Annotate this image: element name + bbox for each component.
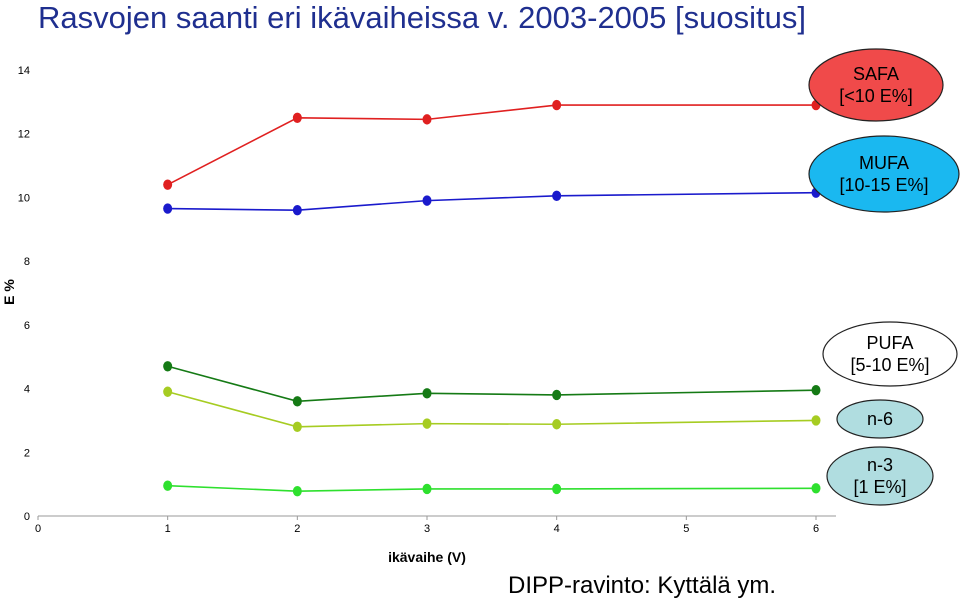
x-tick-label: 0 xyxy=(35,523,41,535)
series-safa xyxy=(163,99,821,190)
series-line xyxy=(167,484,817,492)
y-tick-label: 2 xyxy=(24,447,30,459)
source-note: DIPP-ravinto: Kyttälä ym. xyxy=(508,572,777,599)
data-point xyxy=(163,361,173,372)
data-point xyxy=(422,195,432,206)
data-point xyxy=(292,421,302,432)
callout-oval xyxy=(808,135,960,213)
callout-oval xyxy=(808,48,944,122)
series-pufa xyxy=(163,361,821,407)
callout-oval xyxy=(836,399,924,439)
data-point xyxy=(811,415,821,426)
axes xyxy=(37,515,836,520)
y-tick-label: 14 xyxy=(18,65,30,77)
data-point xyxy=(552,99,562,111)
data-point xyxy=(811,483,821,494)
callout-label: n-3 xyxy=(867,455,893,475)
callouts-group: SAFA[<10 E%] MUFA[10-15 E%] PUFA[5-10 E%] n… xyxy=(808,48,960,506)
data-point xyxy=(292,204,302,216)
callout-pufa: PUFA[5-10 E%] xyxy=(822,321,958,387)
chart-title: Rasvojen saanti eri ikävaiheissa v. 2003… xyxy=(38,0,806,35)
series-line xyxy=(167,390,817,428)
data-point xyxy=(292,112,302,123)
x-tick-label: 5 xyxy=(683,523,689,535)
data-point xyxy=(422,483,432,495)
series-n-6 xyxy=(163,386,821,432)
callout-label: n-6 xyxy=(867,409,893,429)
y-tick-label: 10 xyxy=(18,192,30,204)
data-point xyxy=(163,179,173,190)
series-mufa xyxy=(163,187,821,216)
callout-n-6: n-6 xyxy=(836,399,924,439)
callout-label: [5-10 E%] xyxy=(850,355,929,375)
data-point xyxy=(163,386,173,397)
callout-label: SAFA xyxy=(853,64,899,84)
callout-label: PUFA xyxy=(866,333,913,353)
data-point xyxy=(163,480,173,491)
series-line xyxy=(167,104,816,186)
y-tick-label: 6 xyxy=(24,320,30,332)
x-tick-label: 6 xyxy=(813,523,819,535)
callout-label: [10-15 E%] xyxy=(839,175,928,195)
data-point xyxy=(811,384,821,396)
y-tick-label: 8 xyxy=(24,256,30,268)
data-point xyxy=(163,203,173,214)
x-tick-label: 4 xyxy=(554,523,560,535)
x-tick-label: 2 xyxy=(294,523,300,535)
callout-mufa: MUFA[10-15 E%] xyxy=(808,135,960,213)
x-axis-label: ikävaihe (V) xyxy=(388,549,466,565)
data-point xyxy=(422,114,432,125)
x-tick-label: 3 xyxy=(424,523,430,535)
x-tick-label: 1 xyxy=(165,523,171,535)
callout-safa: SAFA[<10 E%] xyxy=(808,48,944,122)
data-point xyxy=(552,419,562,430)
callout-n-3: n-3[1 E%] xyxy=(826,446,934,506)
data-point xyxy=(292,396,302,407)
y-tick-label: 0 xyxy=(24,511,30,523)
series-n-3 xyxy=(163,480,821,497)
callout-oval xyxy=(822,321,958,387)
y-tick-label: 4 xyxy=(24,384,30,396)
series-line xyxy=(167,191,817,211)
callout-oval xyxy=(826,446,934,506)
y-tick-label: 12 xyxy=(18,129,30,141)
data-point xyxy=(422,418,432,429)
callout-label: [<10 E%] xyxy=(839,86,913,106)
data-point xyxy=(552,190,562,202)
callout-label: MUFA xyxy=(859,153,909,173)
series-group xyxy=(163,99,821,497)
series-line xyxy=(167,365,817,403)
callout-label: [1 E%] xyxy=(853,477,906,497)
data-point xyxy=(552,389,562,401)
data-point xyxy=(422,388,432,399)
y-axis-label: E % xyxy=(1,279,17,305)
data-point xyxy=(552,483,562,495)
data-point xyxy=(292,485,302,497)
